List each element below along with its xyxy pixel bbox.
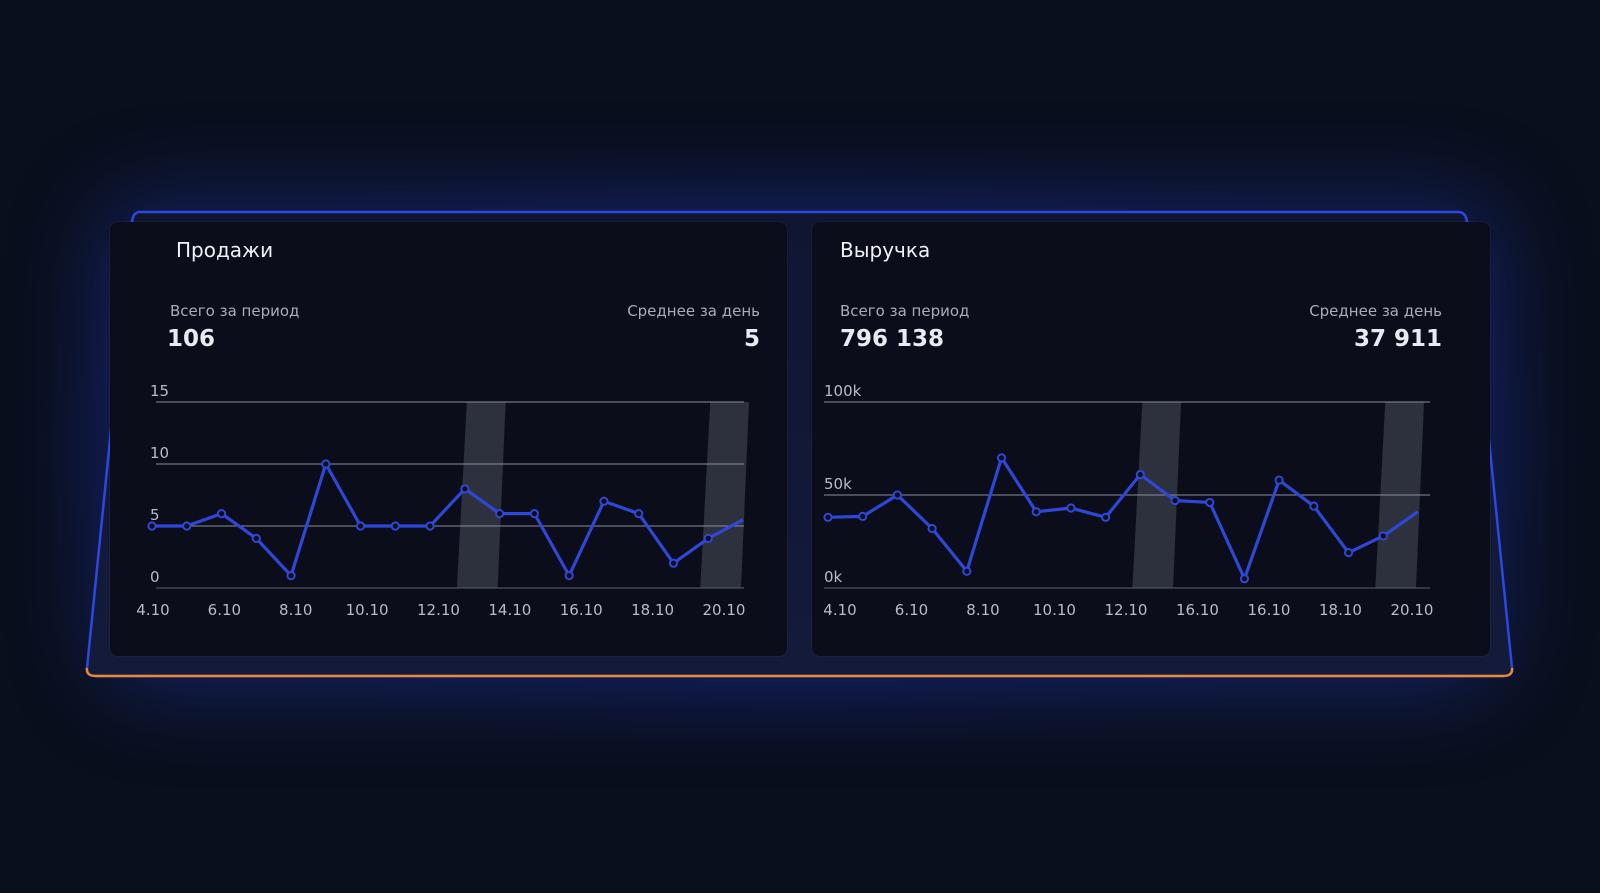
data-point [858,511,868,521]
y-tick-label: 100k [824,382,862,400]
total-label: Всего за период [840,302,970,320]
x-tick-label: 6.10 [208,601,241,619]
data-point [564,571,574,581]
total-value: 106 [167,326,216,352]
x-tick-label: 6.10 [895,601,928,619]
avg-label: Среднее за день [627,302,760,320]
y-tick-label: 0 [150,568,160,586]
y-tick-label: 50k [824,475,852,493]
y-tick-label: 0k [824,568,843,586]
data-point [599,496,609,506]
data-point [1378,531,1388,541]
panel-title: Выручка [840,238,931,262]
total-label: Всего за период [170,302,300,320]
data-point [251,533,261,543]
data-point [460,484,470,494]
data-point [996,453,1007,463]
x-tick-label: 16.10 [1248,601,1291,619]
data-point [425,521,435,531]
highlight-band [456,402,506,588]
x-tick-label: 16.10 [560,601,603,619]
data-point [823,512,833,522]
x-tick-label: 8.10 [966,601,999,619]
highlight-band [700,402,749,588]
y-tick-label: 15 [150,382,169,400]
x-tick-label: 10.10 [346,601,389,619]
x-tick-label: 4.10 [136,601,169,619]
sales-panel: Продажи Всего за период 106 Среднее за д… [110,222,787,656]
x-tick-label: 18.10 [1319,601,1362,619]
data-point [390,521,400,531]
data-point [1205,497,1215,508]
data-point [1066,503,1076,513]
data-point [962,566,972,576]
data-point [147,521,157,531]
revenue-line-chart: 0k 50k 100k 4.10 6.10 8.10 10.10 12.10 16.10 16.1… [823,382,1434,619]
data-point [1135,469,1145,480]
avg-label: Среднее за день [1309,302,1442,320]
avg-value: 5 [743,326,760,352]
data-point [529,509,540,519]
x-tick-label: 14.10 [488,601,531,619]
y-tick-label: 10 [150,444,169,462]
revenue-panel: Выручка Всего за период 796 138 Среднее … [812,222,1490,656]
data-point [703,533,713,543]
x-tick-label: 20.10 [1391,601,1434,619]
data-point [1239,574,1250,584]
data-point [1274,475,1284,485]
data-point [1031,507,1041,517]
x-tick-label: 12.10 [1105,601,1148,619]
data-point [668,558,679,568]
data-point [286,571,296,581]
data-point [927,523,937,534]
data-point [216,509,227,519]
data-point [182,521,192,531]
series-line [827,456,1419,581]
data-point [634,509,644,519]
sales-line-chart: 0 5 10 15 4.10 6.10 8.10 10.10 12.10 14.10 16.10 18… [136,382,749,619]
series-line [152,462,744,578]
x-tick-label: 18.10 [631,601,674,619]
x-tick-label: 20.10 [703,601,746,619]
data-point [321,459,331,469]
data-point [892,490,903,500]
avg-value: 37 911 [1353,326,1442,352]
x-tick-label: 16.10 [1176,601,1219,619]
x-tick-label: 4.10 [823,601,856,619]
y-tick-label: 5 [150,506,160,524]
data-point [1101,512,1111,522]
data-point [1170,495,1180,506]
x-tick-label: 8.10 [279,601,312,619]
total-value: 796 138 [840,326,945,352]
x-tick-label: 10.10 [1033,601,1076,619]
x-tick-label: 12.10 [417,601,460,619]
panel-title: Продажи [176,238,274,262]
data-point [495,509,505,519]
data-point [1343,548,1354,558]
data-point [355,521,366,531]
data-point [1309,501,1319,511]
